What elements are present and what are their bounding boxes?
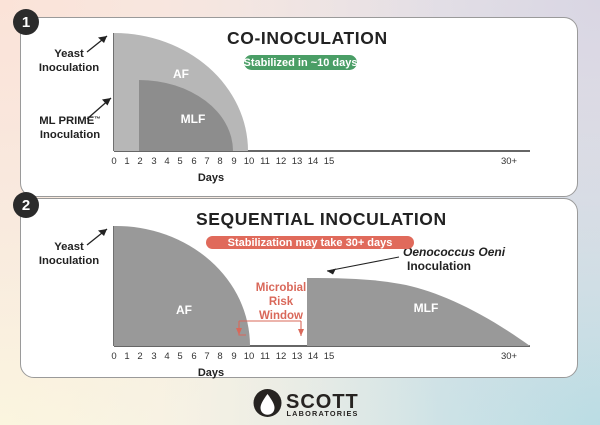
svg-text:11: 11 [260,351,270,362]
svg-text:Days: Days [198,367,224,379]
svg-text:30+: 30+ [501,156,518,167]
svg-text:4: 4 [164,351,169,362]
svg-text:12: 12 [276,351,287,362]
svg-text:Window: Window [259,310,303,322]
svg-text:2: 2 [137,351,142,362]
svg-text:0: 0 [111,156,116,167]
svg-text:Inoculation: Inoculation [407,259,471,273]
svg-text:11: 11 [260,156,270,167]
svg-text:MLF: MLF [181,112,206,126]
svg-text:4: 4 [164,156,169,167]
svg-text:7: 7 [204,351,209,362]
svg-text:7: 7 [204,156,209,167]
svg-text:13: 13 [292,351,303,362]
svg-text:Inoculation: Inoculation [39,62,99,74]
svg-text:10: 10 [244,156,255,167]
svg-text:LABORATORIES: LABORATORIES [287,409,359,417]
svg-text:14: 14 [308,156,319,167]
svg-text:Inoculation: Inoculation [40,129,100,141]
svg-text:8: 8 [217,156,222,167]
svg-text:3: 3 [151,351,156,362]
svg-text:5: 5 [177,351,182,362]
svg-text:15: 15 [324,351,335,362]
svg-text:10: 10 [244,351,255,362]
svg-text:AF: AF [173,67,189,81]
svg-text:Inoculation: Inoculation [39,255,99,267]
svg-text:5: 5 [177,156,182,167]
svg-text:9: 9 [231,156,236,167]
svg-text:15: 15 [324,156,335,167]
svg-text:MLF: MLF [414,301,439,315]
svg-text:Yeast: Yeast [54,241,84,253]
svg-text:Days: Days [198,172,224,184]
svg-text:Oenococcus Oeni: Oenococcus Oeni [403,245,506,259]
svg-text:9: 9 [231,351,236,362]
svg-text:6: 6 [191,156,196,167]
svg-text:0: 0 [111,351,116,362]
svg-text:AF: AF [176,303,192,317]
svg-text:Yeast: Yeast [54,48,84,60]
svg-text:14: 14 [308,351,319,362]
svg-text:13: 13 [292,156,303,167]
svg-text:1: 1 [124,156,129,167]
svg-text:ML PRIME™: ML PRIME™ [39,115,101,127]
svg-text:3: 3 [151,156,156,167]
svg-text:8: 8 [217,351,222,362]
svg-text:6: 6 [191,351,196,362]
svg-text:2: 2 [137,156,142,167]
svg-text:30+: 30+ [501,351,518,362]
svg-text:1: 1 [124,351,129,362]
svg-text:12: 12 [276,156,287,167]
svg-text:Risk: Risk [269,296,294,308]
svg-text:Microbial: Microbial [256,282,306,294]
